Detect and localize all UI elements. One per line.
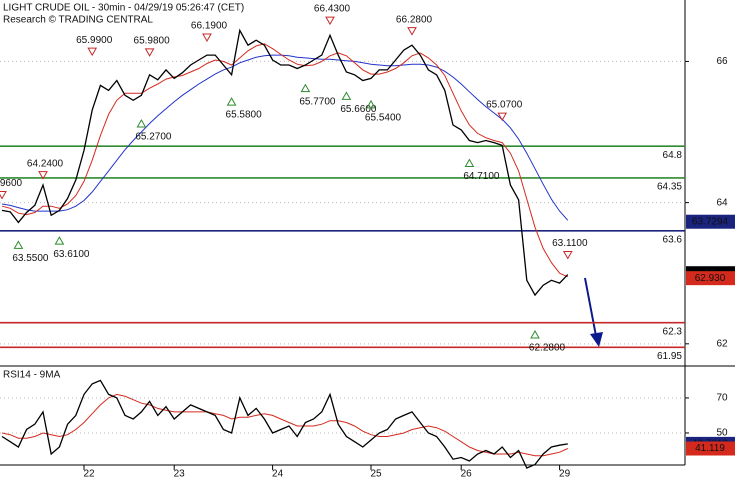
- high-label: 65.9800: [134, 35, 171, 46]
- indicator-title: RSI14 - 9MA: [3, 370, 61, 381]
- price-line: [1, 54, 569, 221]
- level-label: 63.6: [663, 235, 683, 246]
- price-badge-label: 62.930: [695, 273, 726, 284]
- y-tick-label: 64: [716, 197, 728, 208]
- low-marker: [13, 240, 24, 249]
- low-marker: [300, 83, 311, 93]
- low-marker: [366, 99, 376, 109]
- y-tick-label: 66: [716, 56, 728, 67]
- low-marker: [136, 118, 147, 128]
- low-marker: [54, 236, 65, 245]
- high-marker: [0, 190, 7, 200]
- low-label: 63.6100: [53, 249, 90, 260]
- high-label: 66.2800: [396, 14, 433, 25]
- arrow-shaft: [584, 277, 597, 337]
- price-line: [1, 43, 569, 278]
- high-marker: [202, 33, 212, 43]
- low-label: 65.2700: [135, 132, 172, 143]
- high-marker: [38, 171, 48, 180]
- level-label: 64.35: [657, 182, 682, 193]
- price-badge-label: 63.7294: [692, 216, 729, 227]
- y-tick-label: 70: [716, 393, 728, 404]
- price-badge: [686, 441, 735, 456]
- high-marker: [144, 48, 155, 57]
- high-marker: [87, 47, 98, 57]
- low-label: 65.5400: [365, 113, 402, 124]
- high-label: 66.1900: [191, 21, 228, 32]
- high-label: 63.1100: [552, 238, 588, 249]
- price-badge: [686, 271, 735, 286]
- low-marker: [226, 97, 237, 106]
- high-marker: [562, 250, 573, 260]
- low-label: 65.5800: [226, 110, 263, 121]
- x-tick-label: 26: [461, 469, 473, 480]
- low-label: 63.5500: [12, 253, 49, 264]
- y-tick-label: 62: [716, 338, 728, 349]
- low-label: 62.2800: [529, 343, 566, 354]
- x-tick-label: 22: [83, 469, 95, 480]
- low-marker: [530, 330, 540, 339]
- high-label: 64.2400: [27, 158, 64, 169]
- high-marker: [325, 16, 335, 26]
- level-label: 61.95: [657, 351, 682, 362]
- level-label: 62.3: [663, 326, 683, 337]
- high-label: 65.9900: [76, 35, 113, 46]
- chart-subtitle: Research © TRADING CENTRAL: [3, 15, 153, 26]
- x-tick-label: 29: [559, 469, 571, 480]
- x-tick-label: 23: [174, 469, 186, 480]
- chart-title: LIGHT CRUDE OIL - 30min - 04/29/19 05:26…: [3, 3, 244, 14]
- high-marker: [407, 27, 417, 36]
- price-badge: [686, 214, 735, 229]
- level-label: 64.8: [663, 150, 683, 161]
- x-tick-label: 25: [370, 469, 382, 480]
- x-tick-label: 24: [272, 469, 284, 480]
- projection-arrow: [584, 277, 603, 347]
- low-label: 65.6600: [340, 104, 377, 115]
- low-marker: [464, 158, 475, 167]
- arrow-head: [590, 332, 603, 347]
- high-label: 65.0700: [486, 100, 523, 111]
- high-marker: [497, 112, 508, 122]
- low-marker: [341, 91, 352, 100]
- rsi-line: [1, 393, 569, 457]
- low-label: 65.7700: [299, 96, 336, 107]
- high-label: 66.4300: [314, 4, 351, 15]
- price-line: [1, 28, 569, 297]
- low-label: 64.7100: [463, 171, 500, 182]
- high-label: 63.9600: [0, 178, 23, 189]
- rsi-line: [1, 379, 568, 469]
- y-tick-label: 50: [716, 428, 728, 439]
- price-badge-label: 41.119: [695, 443, 725, 454]
